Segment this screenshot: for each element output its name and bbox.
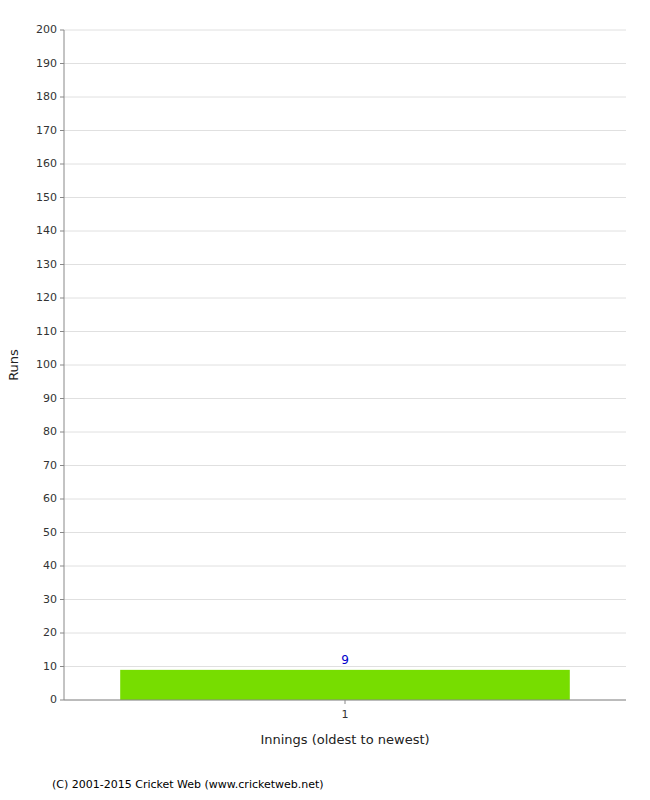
bars	[120, 670, 570, 700]
y-tick	[60, 197, 64, 198]
y-tick	[60, 63, 64, 64]
y-tick	[60, 532, 64, 533]
y-grid	[64, 30, 626, 700]
y-tick-label: 40	[43, 559, 57, 572]
annotation: (C) 2001-2015 Cricket Web (www.cricketwe…	[52, 778, 324, 791]
grid-line	[64, 599, 626, 600]
y-tick	[60, 499, 64, 500]
y-tick	[60, 633, 64, 634]
grid-line	[64, 398, 626, 399]
grid-line	[64, 432, 626, 433]
grid-line	[64, 164, 626, 165]
y-tick	[60, 566, 64, 567]
chart-svg: 0 10 20 30 40 50 60 70 80 90 100 110 120 130 140 150 160…	[0, 0, 650, 800]
y-tick	[60, 231, 64, 232]
grid-line	[64, 633, 626, 634]
y-tick	[60, 264, 64, 265]
y-tick-label: 20	[43, 626, 57, 639]
y-tick	[60, 666, 64, 667]
y-tick-label: 150	[36, 191, 57, 204]
y-tick	[60, 432, 64, 433]
y-tick	[60, 30, 64, 31]
y-tick-label: 100	[36, 358, 57, 371]
y-tick-label: 60	[43, 492, 57, 505]
grid-line	[64, 197, 626, 198]
y-tick-label: 180	[36, 90, 57, 103]
x-axis: 1	[342, 700, 349, 721]
grid-line	[64, 264, 626, 265]
y-tick-label: 80	[43, 425, 57, 438]
grid-line	[64, 532, 626, 533]
y-tick	[60, 164, 64, 165]
grid-line	[64, 331, 626, 332]
y-tick	[60, 398, 64, 399]
y-tick-label: 110	[36, 325, 57, 338]
y-axis-label: Runs	[6, 349, 21, 381]
grid-line	[64, 30, 626, 31]
y-tick-label: 170	[36, 124, 57, 137]
grid-line	[64, 231, 626, 232]
y-tick	[60, 700, 64, 701]
y-tick	[60, 331, 64, 332]
grid-line	[64, 566, 626, 567]
y-tick-label: 130	[36, 258, 57, 271]
y-tick-label: 90	[43, 392, 57, 405]
y-tick	[60, 130, 64, 131]
grid-line	[64, 365, 626, 366]
data-label: 9	[341, 653, 349, 667]
grid-line	[64, 97, 626, 98]
y-axis: 0 10 20 30 40 50 60 70 80 90 100 110 120 130 140 150 160…	[36, 23, 64, 706]
bar	[120, 670, 570, 700]
y-tick	[60, 97, 64, 98]
y-tick	[60, 465, 64, 466]
grid-line	[64, 465, 626, 466]
y-tick-label: 120	[36, 291, 57, 304]
grid-line	[64, 63, 626, 64]
y-tick-label: 70	[43, 459, 57, 472]
data-labels: 9	[341, 653, 349, 667]
y-tick-label: 200	[36, 23, 57, 36]
grid-line	[64, 130, 626, 131]
x-tick-label: 1	[342, 708, 349, 721]
y-tick	[60, 365, 64, 366]
y-tick-label: 140	[36, 224, 57, 237]
x-tick	[345, 700, 346, 704]
y-axis-line	[64, 30, 65, 700]
grid-line	[64, 499, 626, 500]
y-tick	[60, 599, 64, 600]
x-axis-label: Innings (oldest to newest)	[260, 732, 429, 747]
y-tick-label: 50	[43, 526, 57, 539]
y-tick-label: 160	[36, 157, 57, 170]
y-tick-label: 30	[43, 593, 57, 606]
y-tick-label: 190	[36, 57, 57, 70]
y-tick	[60, 298, 64, 299]
chart-container: 0 10 20 30 40 50 60 70 80 90 100 110 120 130 140 150 160…	[0, 0, 650, 800]
y-tick-label: 10	[43, 660, 57, 673]
y-tick-label: 0	[50, 693, 57, 706]
grid-line	[64, 298, 626, 299]
